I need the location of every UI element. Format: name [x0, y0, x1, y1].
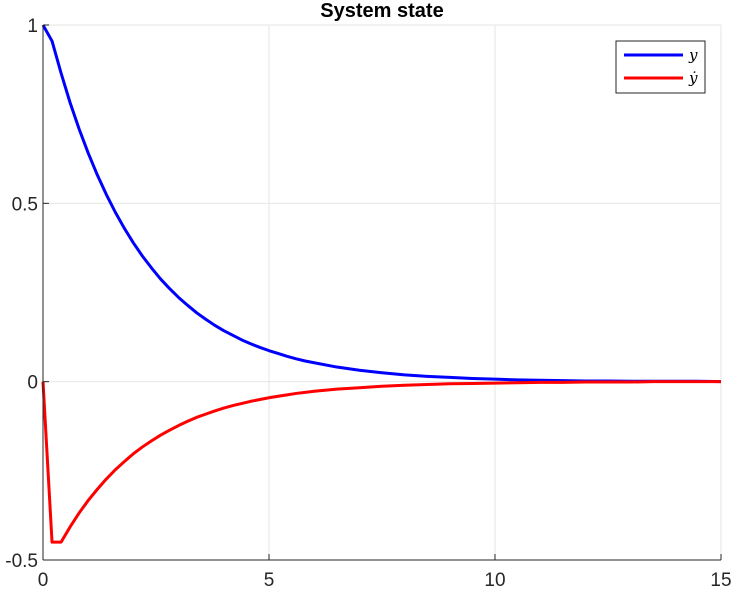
- axes: [42, 24, 722, 561]
- plot-background: [43, 25, 721, 560]
- legend-label-2: ẏ: [688, 69, 698, 87]
- series-line-2: [41, 380, 721, 544]
- tick-labels: 0 5 10 15-0.500.51: [5, 16, 731, 590]
- x-tick-label: 10: [484, 570, 505, 590]
- legend-label-1: y: [688, 46, 698, 64]
- series-layer: [41, 24, 722, 544]
- legend: yẏ: [615, 40, 706, 94]
- x-tick-label: 5: [264, 570, 275, 590]
- y-tick-label: 1: [27, 16, 38, 37]
- y-tick-label: -0.5: [5, 551, 38, 572]
- y-tick-label: 0: [27, 373, 38, 394]
- series-line-1: [41, 24, 722, 384]
- chart-title: System state: [320, 0, 443, 22]
- y-tick-label: 0.5: [12, 194, 38, 215]
- x-tick-label: 15: [710, 570, 731, 590]
- x-tick-label: 0: [38, 570, 49, 590]
- legend-box: [615, 40, 706, 94]
